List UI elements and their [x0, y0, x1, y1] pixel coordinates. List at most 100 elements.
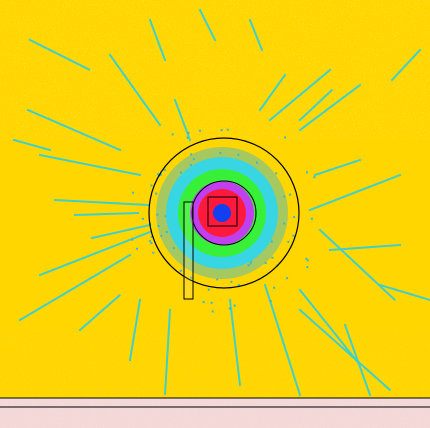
source-blob: [156, 147, 288, 279]
streak-line: [268, 68, 332, 122]
noise-dot: [165, 231, 168, 234]
large-circle: [148, 137, 300, 289]
streak-line: [228, 298, 242, 387]
noise-dot: [180, 171, 183, 174]
noise-dot: [136, 247, 138, 250]
noise-dot: [216, 278, 219, 281]
noise-dot: [171, 133, 174, 136]
noise-dot: [228, 307, 231, 310]
noise-dot: [207, 288, 210, 291]
streak-line: [343, 323, 372, 397]
noise-dot: [157, 173, 160, 176]
noise-dot: [210, 301, 213, 304]
noise-dot: [286, 277, 289, 280]
noise-dot: [155, 192, 158, 195]
streak-line: [26, 108, 122, 152]
streak-line: [53, 198, 150, 207]
noise-dot: [159, 173, 162, 176]
streak-line: [298, 88, 334, 122]
noise-dot: [313, 176, 316, 179]
noise-dot: [226, 128, 229, 131]
noise-dot: [270, 240, 273, 243]
streak-line: [328, 243, 402, 252]
noise-dot: [287, 240, 290, 243]
streak-line: [258, 73, 287, 112]
noise-dot: [150, 184, 153, 187]
streak-line: [90, 223, 152, 240]
noise-dot: [220, 129, 223, 132]
noise-dot: [288, 193, 291, 196]
noise-dot: [247, 264, 250, 267]
streak-line: [28, 38, 92, 72]
radial-streaks: [12, 8, 430, 397]
noise-dot: [152, 251, 155, 254]
noise-dot: [275, 172, 278, 175]
streak-line: [378, 283, 430, 302]
square-marker: [207, 196, 238, 227]
noise-dot: [163, 169, 166, 171]
noise-dot: [150, 235, 153, 238]
noise-dot: [306, 266, 309, 269]
noise-dot: [190, 276, 193, 279]
noise-dot: [172, 247, 175, 250]
noise-dot: [230, 280, 233, 283]
bottom-band-speckle: [0, 398, 430, 428]
noise-dot: [189, 164, 192, 167]
noise-dot: [132, 191, 135, 194]
streak-line: [313, 158, 362, 177]
streak-line: [78, 293, 122, 332]
noise-dot: [284, 136, 287, 139]
vertical-rectangle: [183, 201, 194, 300]
noise-dot: [249, 262, 252, 265]
small-circle: [191, 180, 257, 246]
noise-dot: [149, 240, 152, 243]
noise-dot: [310, 217, 313, 220]
noise-dot: [273, 286, 276, 289]
noise-dot: [237, 153, 240, 156]
noise-dot: [199, 129, 201, 132]
noise-dot: [192, 158, 195, 161]
streak-line: [308, 173, 402, 212]
noise-dot: [269, 300, 272, 303]
noise-dot: [250, 260, 253, 263]
streak-line: [163, 308, 172, 397]
streak-line: [248, 18, 264, 52]
noise-dot: [233, 304, 236, 307]
noise-dot: [164, 215, 167, 218]
noise-dot: [150, 242, 153, 245]
noise-dot: [179, 269, 182, 272]
noise-dot: [219, 152, 222, 155]
noise-dot: [283, 222, 286, 225]
noise-dot: [306, 259, 309, 262]
noise-dot: [237, 284, 240, 286]
noise-dot: [202, 301, 205, 304]
streak-line: [12, 138, 52, 152]
streak-line: [148, 18, 167, 62]
streak-line: [298, 83, 362, 132]
streak-line: [108, 53, 162, 127]
noise-dot: [293, 216, 296, 219]
noise-dot: [160, 234, 163, 237]
streak-line: [18, 253, 132, 322]
streak-line: [128, 298, 142, 362]
noise-dot: [156, 213, 159, 216]
noise-dot: [186, 136, 189, 139]
blue-core: [213, 204, 231, 222]
noise-dot: [211, 310, 214, 313]
noise-dot: [141, 217, 144, 220]
streak-line: [318, 228, 397, 302]
streak-line: [198, 8, 217, 42]
streak-line: [73, 211, 140, 217]
noise-dot: [264, 262, 267, 265]
noise-dot: [283, 195, 286, 198]
background-speckle-2: [0, 330, 430, 400]
noise-dot: [131, 238, 134, 241]
streak-line: [38, 153, 142, 177]
noise-dot: [157, 225, 160, 227]
noise-dot: [306, 171, 308, 174]
noise-dot: [292, 234, 295, 237]
noise-dot: [305, 257, 308, 260]
streak-line: [298, 308, 392, 392]
